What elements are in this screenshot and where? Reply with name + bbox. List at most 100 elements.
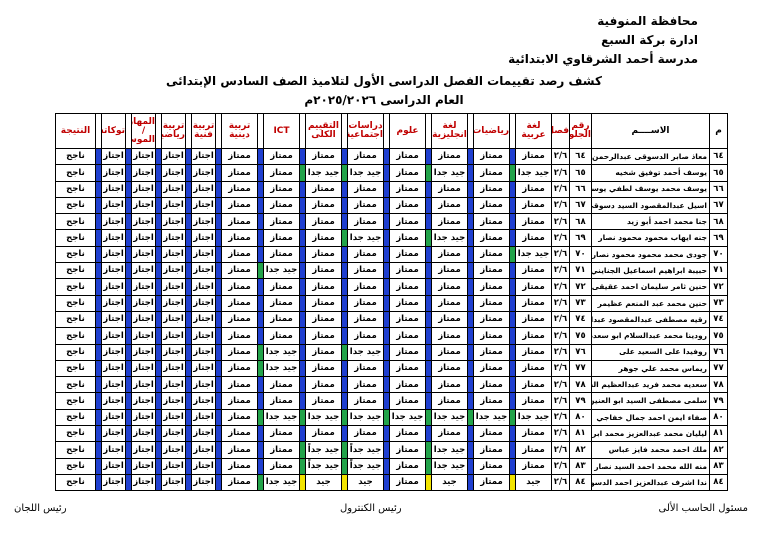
grade: اجتاز (131, 310, 156, 329)
grade-color (467, 408, 474, 427)
color-bar-header (125, 113, 132, 149)
grade-color (383, 392, 390, 410)
grade: اجتاز (131, 229, 156, 247)
grade: ممتاز (389, 425, 426, 443)
grade: اجتاز (161, 229, 186, 247)
grade: جيد (431, 473, 468, 492)
grade-color (257, 147, 264, 166)
grade-color (95, 359, 102, 378)
student-name: ليليان محمد عبدالعزيز محمد ابراهيم (591, 425, 710, 443)
grade: جيد جدا (347, 408, 384, 427)
grade-color (95, 147, 102, 166)
grade-color (95, 310, 102, 329)
student-name: ريماس محمد علي جوهر (591, 359, 710, 378)
grade: اجتاز (131, 294, 156, 312)
grade: اجتاز (161, 343, 186, 361)
grade-color (299, 310, 306, 329)
grade-color (509, 278, 516, 296)
grade: ممتاز (389, 196, 426, 215)
grade: ممتاز (473, 294, 510, 312)
grade-color (125, 343, 132, 361)
grade: ممتاز (389, 441, 426, 459)
grade: جيد جدا (263, 473, 300, 492)
grade: جيد جدا (431, 408, 468, 427)
grade-color (125, 457, 132, 475)
grade-color (341, 229, 348, 247)
grade-color (425, 278, 432, 296)
grade: ممتاز (305, 425, 342, 443)
grade: ممتاز (515, 359, 552, 378)
seat-number: ٧٠ (569, 245, 592, 264)
grade-color (341, 425, 348, 443)
grade-color (257, 180, 264, 198)
grade-color (215, 262, 222, 280)
grade-color (95, 278, 102, 296)
grade: ممتاز (347, 376, 384, 394)
grade: ممتاز (431, 294, 468, 312)
grade-color (95, 245, 102, 264)
grade-color (155, 262, 162, 280)
grade-color (257, 294, 264, 312)
grade-color (155, 213, 162, 231)
signature-committees: رئيس اللجان (14, 503, 67, 514)
grade: ممتاز (389, 376, 426, 394)
grade-color (215, 294, 222, 312)
student-name: صفاء ايمن احمد جمال خفاجي (591, 408, 710, 427)
student-name: اسيل عبدالمقصود السيد دسوقى (591, 196, 710, 215)
grade: ممتاز (473, 327, 510, 345)
grade: اجتاز (131, 408, 156, 427)
grade: ممتاز (221, 180, 258, 198)
grade: جيد جداً (305, 441, 342, 459)
grade-color (341, 457, 348, 475)
grade: اجتاز (161, 278, 186, 296)
grade: ممتاز (389, 164, 426, 182)
grade-color (257, 457, 264, 475)
grade: جيد جدا (263, 359, 300, 378)
grade-color (125, 229, 132, 247)
grade-color (215, 147, 222, 166)
grade: اجتاز (161, 213, 186, 231)
grade: اجتاز (101, 376, 126, 394)
grade: ممتاز (221, 425, 258, 443)
grade: اجتاز (101, 425, 126, 443)
grade: اجتاز (131, 473, 156, 492)
column-header: م (709, 113, 728, 149)
seat-number: ٧٢ (569, 278, 592, 296)
grade-color (425, 425, 432, 443)
column-header: لغة عربية (515, 113, 552, 149)
grade: ممتاز (389, 229, 426, 247)
result: ناجح (55, 245, 96, 264)
grade: ممتاز (473, 196, 510, 215)
column-header: دراسات اجتماعية (347, 113, 384, 149)
student-row: ٨٢ ملك احمد محمد فايز عباس ٨٢ ٢/٦ ممتاز ممتاز… (55, 441, 728, 459)
seat-number: ٧٤ (569, 310, 592, 329)
row-number: ٨٤ (709, 473, 728, 492)
grade-color (299, 262, 306, 280)
grade-color (257, 408, 264, 427)
grade: اجتاز (131, 147, 156, 166)
grade: اجتاز (191, 294, 216, 312)
grade: ممتاز (263, 392, 300, 410)
grade-color (215, 196, 222, 215)
result: ناجح (55, 229, 96, 247)
result: ناجح (55, 327, 96, 345)
column-header: المهارات / الموسيقى (131, 113, 156, 149)
grade: اجتاز (191, 245, 216, 264)
grade-color (425, 327, 432, 345)
grade-color (341, 376, 348, 394)
grade: ممتاز (431, 327, 468, 345)
grade-color (299, 343, 306, 361)
signature-computer: مسئول الحاسب الألى (658, 503, 748, 514)
grade-color (509, 343, 516, 361)
grade: ممتاز (263, 425, 300, 443)
grade: اجتاز (161, 392, 186, 410)
row-number: ٧٩ (709, 392, 728, 410)
grade: ممتاز (431, 359, 468, 378)
grade-color (125, 294, 132, 312)
grade: اجتاز (161, 327, 186, 345)
grade-color (383, 294, 390, 312)
grade-color (215, 392, 222, 410)
seat-number: ٧٣ (569, 294, 592, 312)
grade: ممتاز (221, 278, 258, 296)
